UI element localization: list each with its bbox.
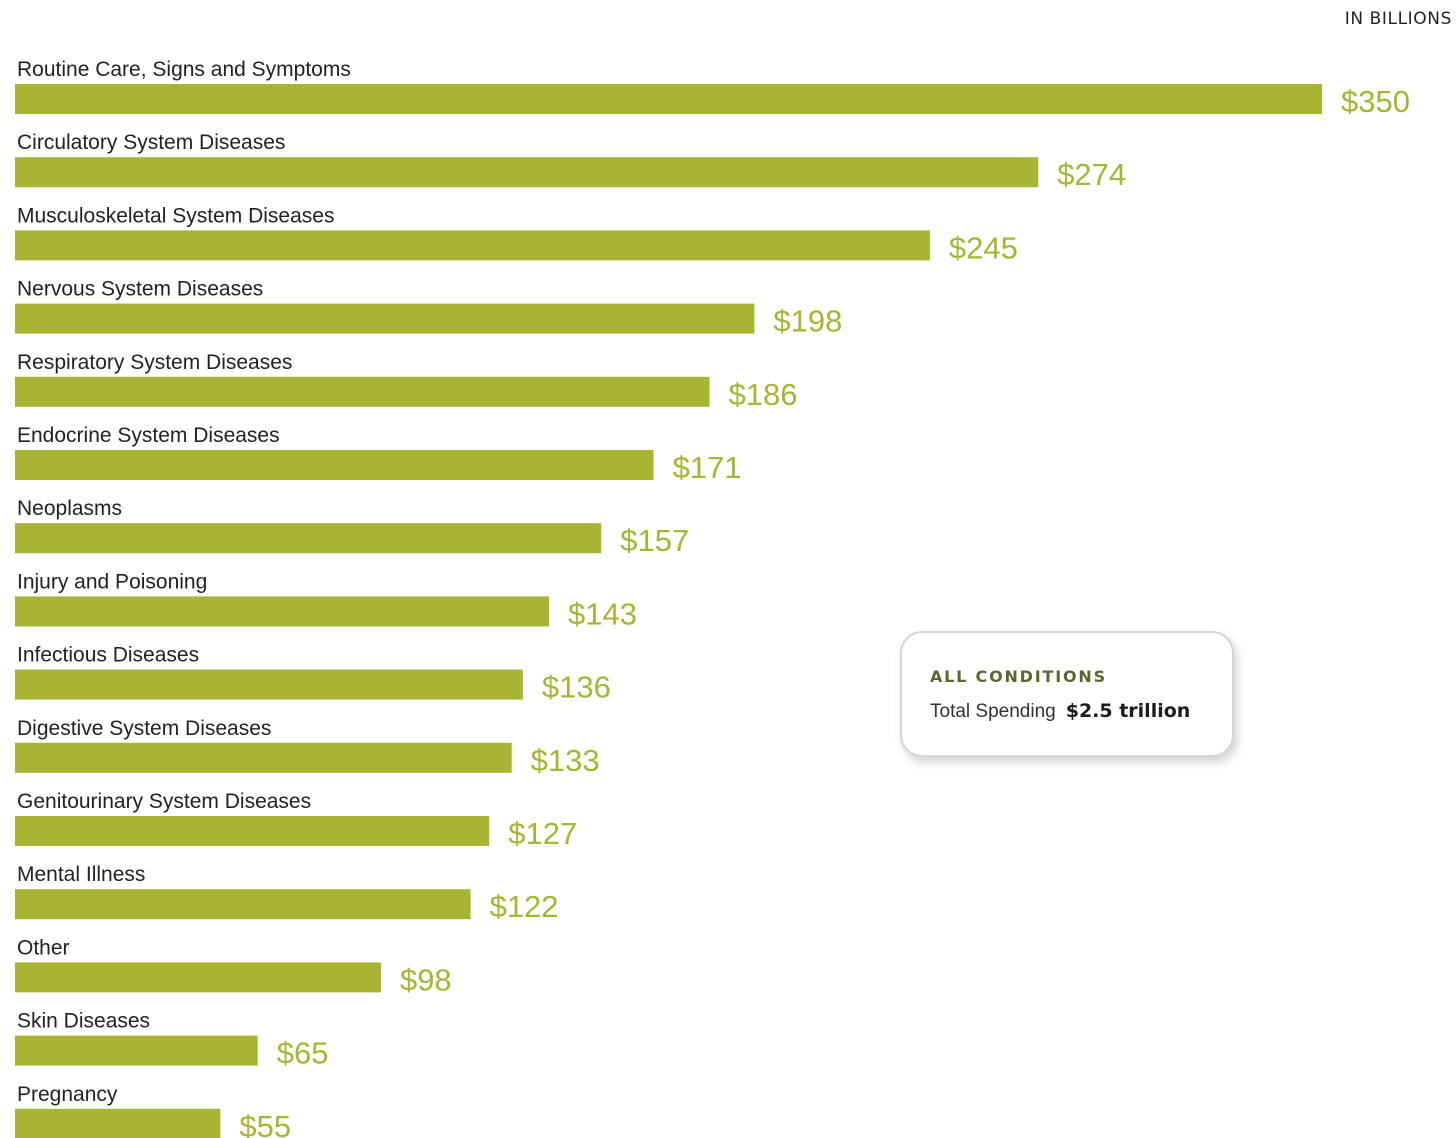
- value-label: $122: [490, 889, 559, 924]
- value-label: $98: [400, 962, 452, 997]
- bar: [15, 303, 755, 334]
- callout-total-value: $2.5 trillion: [1065, 700, 1191, 722]
- value-label: $133: [531, 743, 600, 778]
- value-label: $171: [673, 450, 742, 485]
- value-label: $55: [239, 1109, 291, 1138]
- category-label: Respiratory System Diseases: [17, 351, 292, 374]
- bar: [15, 816, 490, 846]
- value-label: $143: [568, 596, 637, 631]
- bar: [15, 230, 930, 261]
- category-label: Infectious Diseases: [17, 644, 199, 667]
- bar: [15, 742, 512, 773]
- category-label: Injury and Poisoning: [17, 570, 207, 593]
- value-label: $350: [1341, 84, 1410, 119]
- category-label: Nervous System Diseases: [17, 278, 263, 301]
- category-label: Neoplasms: [17, 497, 122, 520]
- category-label: Musculoskeletal System Diseases: [17, 204, 334, 227]
- value-label: $65: [277, 1036, 329, 1071]
- value-label: $186: [729, 377, 798, 412]
- value-label: $157: [620, 523, 689, 558]
- callout-total-line: Total Spending $2.5 trillion: [930, 700, 1232, 723]
- value-label: $127: [508, 816, 577, 851]
- category-label: Digestive System Diseases: [17, 717, 271, 740]
- category-label: Skin Diseases: [17, 1010, 150, 1033]
- bar: [15, 450, 654, 480]
- bar: [15, 1035, 258, 1066]
- bar: [15, 84, 1322, 114]
- bar: [15, 1108, 221, 1138]
- callout-label: Total Spending: [930, 701, 1056, 722]
- value-label: $136: [542, 670, 611, 705]
- category-label: Circulatory System Diseases: [17, 131, 285, 154]
- callout-title: ALL CONDITIONS: [930, 667, 1107, 686]
- bar: [15, 376, 710, 407]
- category-label: Routine Care, Signs and Symptoms: [17, 58, 351, 81]
- value-label: $274: [1057, 157, 1126, 192]
- value-label: $245: [949, 230, 1018, 265]
- unit-label: IN BILLIONS: [1344, 9, 1452, 29]
- category-label: Endocrine System Diseases: [17, 424, 280, 447]
- all-conditions-callout: ALL CONDITIONS Total Spending $2.5 trilli…: [900, 631, 1234, 757]
- bar: [15, 962, 381, 993]
- category-label: Genitourinary System Diseases: [17, 790, 311, 813]
- bar: [15, 889, 471, 920]
- bar: [15, 669, 523, 700]
- category-label: Mental Illness: [17, 863, 145, 886]
- bar: [15, 157, 1039, 188]
- category-label: Other: [17, 936, 70, 959]
- value-label: $198: [773, 304, 842, 339]
- bar: [15, 596, 550, 627]
- bar: [15, 523, 602, 554]
- category-label: Pregnancy: [17, 1083, 118, 1106]
